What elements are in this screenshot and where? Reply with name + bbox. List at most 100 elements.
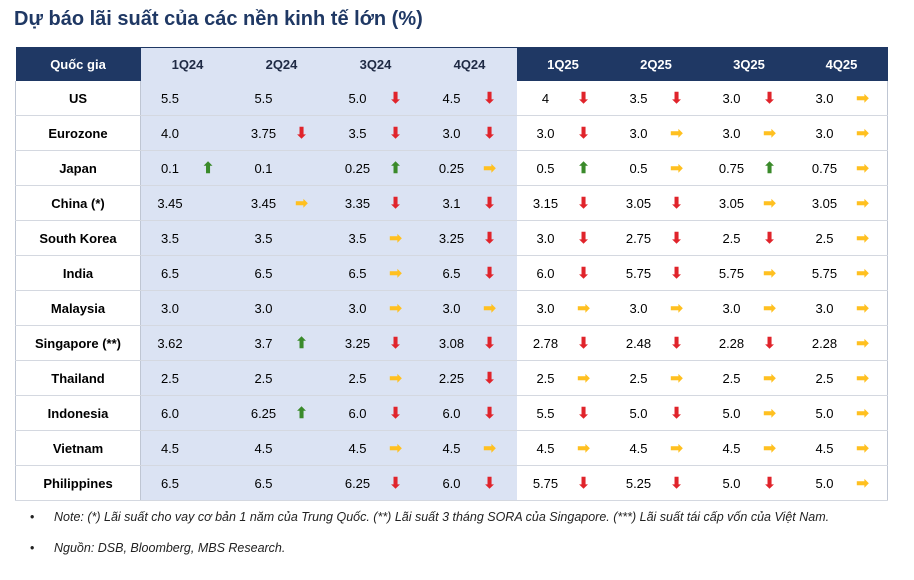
rate-cell: 3.0 ➡ (609, 290, 703, 326)
arrow-right-icon: ➡ (856, 264, 869, 282)
rate-cell: 2.48 ⬇ (609, 325, 703, 361)
rate-value: 4.5 (442, 440, 461, 456)
country-cell: Eurozone (15, 115, 141, 151)
rate-value: 6.5 (254, 265, 273, 281)
arrow-right-icon: ➡ (856, 474, 869, 492)
table-row: India 6.5 6.5 6.5 ➡ 6.5 ⬇ 6.0 ⬇ 5.75 ⬇ 5.75 ➡ 5.75 ➡ (15, 255, 888, 291)
rate-cell: 4.5 ➡ (609, 430, 703, 466)
arrow-right-icon: ➡ (577, 299, 590, 317)
table-row: Philippines 6.5 6.5 6.25 ⬇ 6.0 ⬇ 5.75 ⬇ 5.25 ⬇ 5.0 ⬇… (15, 465, 888, 501)
rate-cell: 6.0 ⬇ (422, 395, 517, 431)
column-header-1q25: 1Q25 (516, 47, 610, 81)
arrow-right-icon: ➡ (763, 404, 776, 422)
arrow-down-icon: ⬇ (483, 474, 496, 492)
rate-cell: 4.5 ➡ (328, 430, 423, 466)
rate-cell: 3.25 ⬇ (328, 325, 423, 361)
arrow-down-icon: ⬇ (670, 264, 683, 282)
rate-cell: 2.5 ➡ (795, 360, 888, 396)
rate-cell: 5.0 ➡ (702, 395, 796, 431)
rate-cell: 4.5 (234, 430, 329, 466)
arrow-down-icon: ⬇ (670, 474, 683, 492)
rate-value: 5.0 (722, 405, 741, 421)
arrow-up-icon: ⬆ (389, 159, 402, 177)
rate-cell: 3.35 ⬇ (328, 185, 423, 221)
rate-value: 5.25 (625, 475, 652, 491)
rate-value: 6.0 (348, 405, 367, 421)
rate-cell: 3.45 (140, 185, 235, 221)
rate-value: 3.0 (442, 125, 461, 141)
rate-value: 0.1 (160, 160, 180, 176)
arrow-right-icon: ➡ (389, 439, 402, 457)
arrow-up-icon: ⬆ (577, 159, 590, 177)
rate-value: 3.05 (811, 195, 838, 211)
arrow-right-icon: ➡ (483, 439, 496, 457)
rate-cell: 0.5 ➡ (609, 150, 703, 186)
rate-value: 2.75 (625, 230, 652, 246)
rate-value: 2.25 (438, 370, 465, 386)
arrow-right-icon: ➡ (856, 299, 869, 317)
rate-value: 3.0 (160, 300, 180, 316)
rate-value: 2.5 (722, 230, 741, 246)
rate-cell: 3.0 ➡ (795, 115, 888, 151)
rate-cell: 3.5 ➡ (328, 220, 423, 256)
rate-cell: 6.5 ➡ (328, 255, 423, 291)
rate-cell: 5.75 ➡ (702, 255, 796, 291)
rate-cell: 5.75 ➡ (795, 255, 888, 291)
rate-value: 5.75 (625, 265, 652, 281)
rate-cell: 2.5 ➡ (516, 360, 610, 396)
rate-value: 6.25 (344, 475, 371, 491)
rate-value: 6.5 (160, 475, 180, 491)
rate-cell: 4.5 ⬇ (422, 81, 517, 116)
arrow-down-icon: ⬇ (389, 334, 402, 352)
rate-cell: 2.75 ⬇ (609, 220, 703, 256)
arrow-down-icon: ⬇ (670, 194, 683, 212)
rate-value: 3.0 (815, 300, 834, 316)
rate-value: 3.0 (629, 125, 648, 141)
arrow-down-icon: ⬇ (577, 89, 590, 107)
rate-value: 3.5 (629, 90, 648, 106)
column-header-4q24: 4Q24 (422, 47, 517, 81)
rate-value: 6.5 (254, 475, 273, 491)
rate-cell: 2.5 ➡ (328, 360, 423, 396)
rate-cell: 3.0 ⬇ (516, 115, 610, 151)
rate-value: 4.5 (348, 440, 367, 456)
arrow-down-icon: ⬇ (295, 124, 308, 142)
rate-cell: 4.5 ➡ (422, 430, 517, 466)
arrow-right-icon: ➡ (670, 124, 683, 142)
rate-value: 2.5 (629, 370, 648, 386)
rate-cell: 4.5 ➡ (702, 430, 796, 466)
rate-value: 6.0 (160, 405, 180, 421)
arrow-right-icon: ➡ (389, 299, 402, 317)
rate-value: 3.0 (815, 90, 834, 106)
arrow-down-icon: ⬇ (389, 124, 402, 142)
arrow-right-icon: ➡ (389, 264, 402, 282)
rate-cell: 2.78 ⬇ (516, 325, 610, 361)
rate-cell: 3.5 ⬇ (328, 115, 423, 151)
arrow-down-icon: ⬇ (763, 474, 776, 492)
rate-cell: 0.1 ⬆ (140, 150, 235, 186)
rate-value: 5.5 (254, 90, 273, 106)
arrow-down-icon: ⬇ (577, 124, 590, 142)
rate-value: 3.5 (160, 230, 180, 246)
rate-cell: 0.75 ⬆ (702, 150, 796, 186)
arrow-down-icon: ⬇ (577, 264, 590, 282)
rate-cell: 2.5 ➡ (795, 220, 888, 256)
rate-cell: 6.5 ⬇ (422, 255, 517, 291)
rate-value: 5.0 (348, 90, 367, 106)
table-row: US 5.5 5.5 5.0 ⬇ 4.5 ⬇ 4 ⬇ 3.5 ⬇ 3.0 ⬇ 3.0 ➡ (15, 81, 888, 116)
rate-cell: 3.08 ⬇ (422, 325, 517, 361)
country-cell: Singapore (**) (15, 325, 141, 361)
arrow-down-icon: ⬇ (577, 474, 590, 492)
rate-value: 5.0 (815, 405, 834, 421)
rate-value: 5.75 (811, 265, 838, 281)
rate-value: 6.0 (442, 405, 461, 421)
rate-cell: 0.5 ⬆ (516, 150, 610, 186)
rate-value: 3.05 (718, 195, 745, 211)
arrow-down-icon: ⬇ (577, 404, 590, 422)
rate-cell: 2.5 (234, 360, 329, 396)
rate-cell: 0.1 (234, 150, 329, 186)
arrow-right-icon: ➡ (856, 124, 869, 142)
arrow-down-icon: ⬇ (483, 404, 496, 422)
table-row: Thailand 2.5 2.5 2.5 ➡ 2.25 ⬇ 2.5 ➡ 2.5 ➡ 2.5 ➡ 2.5 ➡ (15, 360, 888, 396)
country-cell: Vietnam (15, 430, 141, 466)
